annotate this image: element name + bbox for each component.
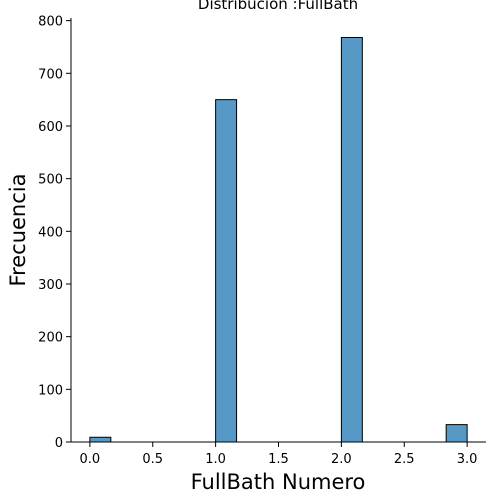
x-tick-label-6: 3.0 bbox=[457, 452, 478, 467]
x-tick-label-5: 2.5 bbox=[394, 452, 415, 467]
y-tick-label-8: 800 bbox=[38, 15, 63, 30]
y-tick-label-7: 700 bbox=[38, 67, 63, 82]
bars-group bbox=[89, 36, 468, 443]
y-tick-label-2: 200 bbox=[38, 331, 63, 346]
histogram-bar-1 bbox=[215, 99, 238, 443]
histogram-bar-2 bbox=[340, 36, 363, 443]
x-axis-title: FullBath Numero bbox=[191, 470, 366, 494]
x-tick-label-1: 0.5 bbox=[142, 452, 163, 467]
y-tick-label-5: 500 bbox=[38, 173, 63, 188]
x-tick-label-4: 2.0 bbox=[331, 452, 352, 467]
x-axis-ticks: 0.0 0.5 1.0 1.5 2.0 2.5 3.0 bbox=[80, 442, 478, 467]
histogram-bar-3 bbox=[445, 424, 468, 443]
chart-title: Distribución :FullBath bbox=[198, 0, 358, 13]
x-tick-label-2: 1.0 bbox=[205, 452, 226, 467]
y-axis-title: Frecuencia bbox=[6, 174, 30, 287]
y-tick-label-1: 100 bbox=[38, 383, 63, 398]
histogram-bar-0 bbox=[89, 436, 112, 443]
x-tick-label-3: 1.5 bbox=[268, 452, 289, 467]
y-tick-label-0: 0 bbox=[55, 436, 63, 451]
x-tick-label-0: 0.0 bbox=[80, 452, 101, 467]
y-tick-label-3: 300 bbox=[38, 278, 63, 293]
y-axis-ticks: 0 100 200 300 400 500 600 700 800 bbox=[38, 15, 71, 451]
y-tick-label-6: 600 bbox=[38, 120, 63, 135]
y-tick-label-4: 400 bbox=[38, 225, 63, 240]
